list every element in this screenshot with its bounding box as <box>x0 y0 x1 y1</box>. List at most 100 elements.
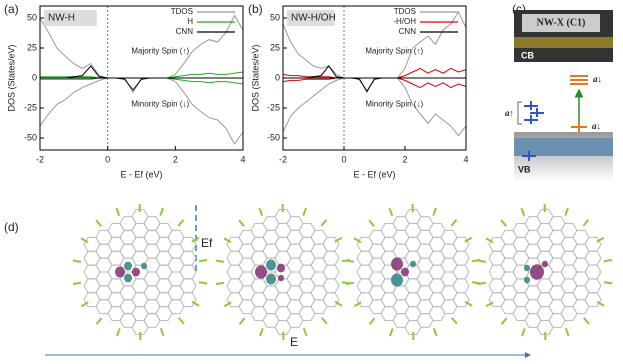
h-bond <box>321 317 328 325</box>
h-bond <box>464 236 473 243</box>
hexagon <box>322 250 340 266</box>
hexagon <box>322 264 340 280</box>
h-bond <box>432 207 437 216</box>
orbital-lobe <box>266 259 276 271</box>
h-bond <box>477 259 487 263</box>
h-bond <box>215 259 225 263</box>
level-vb <box>522 151 536 161</box>
h-bond <box>334 300 343 307</box>
hexagon <box>452 264 470 280</box>
vb-band <box>514 138 613 156</box>
h-bond <box>72 259 82 263</box>
y-tick-label: 25 <box>27 42 37 52</box>
label: NW-H <box>48 13 75 24</box>
orbital-lobe <box>391 257 403 271</box>
h-bond <box>583 317 590 325</box>
y-tick-label: -50 <box>24 132 37 142</box>
hexagon <box>179 236 197 252</box>
h-bond <box>191 236 200 243</box>
hexagon <box>322 292 340 308</box>
panel-d: (d) Ef E <box>4 203 613 358</box>
annotation: Minority Spin (↓) <box>365 100 423 109</box>
h-bond <box>223 237 232 244</box>
lattice <box>215 203 351 341</box>
orbital-lobe <box>115 266 125 278</box>
panel-label: (a) <box>4 2 19 16</box>
h-bond <box>334 236 343 243</box>
x-axis-label: E - Ef (eV) <box>120 169 162 179</box>
ef-label: Ef <box>201 236 213 250</box>
h-bond <box>302 207 307 216</box>
x-tick-label: 2 <box>402 154 407 164</box>
h-bond <box>477 281 487 286</box>
h-bond <box>345 259 355 263</box>
y-tick-label: -50 <box>267 132 280 142</box>
orbital-lobe <box>141 262 147 270</box>
h-bond <box>596 236 605 243</box>
legend-label: H <box>187 17 193 26</box>
label-box <box>44 10 97 26</box>
h-bond <box>178 317 185 325</box>
annotation: Majority Spin (↑) <box>131 47 189 56</box>
dos-line <box>283 65 466 79</box>
h-bond <box>80 237 89 244</box>
h-bond <box>198 281 208 285</box>
h-bond <box>582 219 590 227</box>
orbital-lobe <box>124 261 132 271</box>
h-bond <box>485 237 494 244</box>
x-tick-label: 4 <box>240 154 245 164</box>
h-bond <box>345 281 355 286</box>
h-bond <box>603 281 613 285</box>
a-down-label: a↓ <box>592 121 601 131</box>
h-bond <box>258 207 264 217</box>
hexagon <box>584 264 602 280</box>
x-tick-label: 0 <box>341 154 346 164</box>
orbital-lobe <box>132 267 140 277</box>
hexagon <box>584 250 602 266</box>
h-bond <box>223 301 232 308</box>
orbital-lobe <box>266 273 276 285</box>
y-axis-label: DOS (States/eV) <box>6 44 16 111</box>
y-axis-label: DOS (States/eV) <box>250 44 260 111</box>
x-tick-label: 4 <box>463 154 468 164</box>
h-bond <box>238 317 246 325</box>
h-bond <box>368 317 376 325</box>
h-bond <box>259 328 264 337</box>
x-tick-label: -2 <box>36 154 44 164</box>
panel-label: (b) <box>248 2 263 16</box>
h-bond <box>191 300 200 307</box>
hexagon <box>322 278 340 294</box>
hexagon <box>322 236 340 252</box>
h-bond <box>564 207 569 216</box>
h-bond <box>368 219 375 227</box>
e-label: E <box>290 335 298 349</box>
hexagon <box>179 250 197 266</box>
orbital-lobe <box>277 263 285 273</box>
h-bond <box>596 300 605 307</box>
label: NW-H/OH <box>291 13 336 24</box>
h-bond <box>95 317 103 325</box>
h-bond <box>95 219 102 227</box>
orbital-lobe <box>391 273 403 287</box>
y-tick-label: 50 <box>270 12 280 22</box>
orbital-lobe <box>524 276 530 284</box>
y-tick-label: -25 <box>24 102 37 112</box>
h-bond <box>521 328 526 337</box>
h-bond <box>177 219 185 227</box>
x-axis-label: E - Ef (eV) <box>353 169 395 179</box>
h-bond <box>72 281 82 286</box>
h-bond <box>215 281 225 286</box>
dos-line <box>39 77 244 145</box>
hexagon <box>452 278 470 294</box>
dos-line <box>283 77 466 93</box>
vb-label: VB <box>518 164 531 174</box>
annotation: Majority Spin (↑) <box>365 47 423 56</box>
y-tick-label: -25 <box>267 102 280 112</box>
annotation: Minority Spin (↓) <box>131 100 189 109</box>
lattice <box>477 203 613 341</box>
bracket <box>517 101 522 125</box>
cb-label: CB <box>521 50 534 60</box>
h-bond <box>116 328 121 337</box>
hexagon <box>179 292 197 308</box>
